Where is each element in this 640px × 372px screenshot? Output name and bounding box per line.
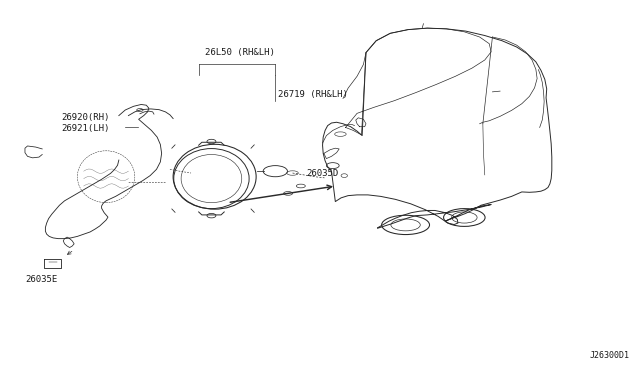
Text: J26300D1: J26300D1	[589, 351, 630, 360]
Text: 26L50 (RH&LH): 26L50 (RH&LH)	[205, 48, 275, 57]
Text: 26035E: 26035E	[25, 275, 57, 284]
Text: 26035D: 26035D	[306, 169, 338, 177]
Text: 26719 (RH&LH): 26719 (RH&LH)	[278, 90, 348, 99]
Text: 26920(RH)
26921(LH): 26920(RH) 26921(LH)	[61, 113, 109, 133]
